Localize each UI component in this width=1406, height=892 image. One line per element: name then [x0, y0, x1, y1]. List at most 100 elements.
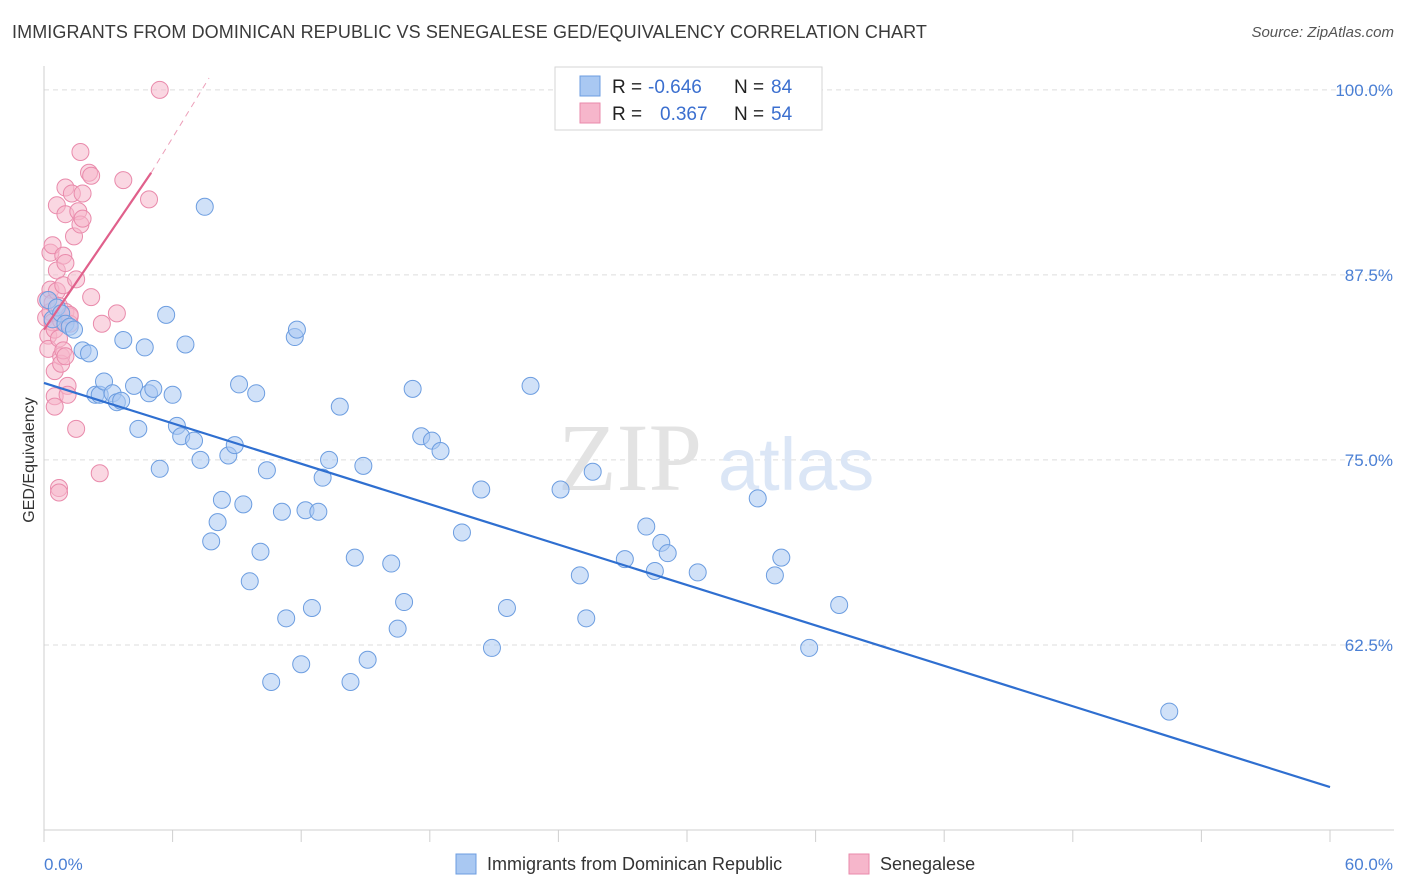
dominican-point — [212, 490, 231, 509]
bottom-legend: Immigrants from Dominican Republic Seneg… — [455, 853, 975, 875]
dominican-point — [748, 489, 767, 508]
trend-lines — [43, 77, 1331, 789]
dominican-point — [257, 461, 276, 480]
dominican-point — [287, 320, 306, 339]
dominican-point — [135, 338, 154, 357]
dominican-point — [309, 502, 328, 521]
legend-r-label-1: R = — [612, 77, 642, 98]
senegalese-point — [82, 166, 101, 185]
dominican-point — [345, 548, 364, 567]
dominican-point — [129, 419, 148, 438]
dominican-point — [272, 502, 291, 521]
bottom-legend-label-pink: Senegalese — [880, 854, 975, 874]
watermark-zip: ZIP — [558, 404, 702, 511]
x-tick-label-start: 0.0% — [44, 855, 83, 874]
watermark-atlas: atlas — [718, 423, 874, 506]
dominican-point — [277, 609, 296, 628]
dominican-point — [354, 456, 373, 475]
dominican-point — [150, 459, 169, 478]
senegalese-point — [50, 483, 69, 502]
dominican-point — [482, 638, 501, 657]
dominican-points — [39, 197, 1179, 721]
dominican-point — [772, 548, 791, 567]
legend-r-label-2: R = — [612, 104, 642, 125]
senegalese-point — [56, 347, 75, 366]
legend-n-label-2: N = — [734, 104, 764, 125]
legend-n-value-1: 84 — [771, 77, 793, 98]
dominican-point — [830, 595, 849, 614]
senegalese-point — [82, 288, 101, 307]
dominican-point — [313, 468, 332, 487]
senegalese-point — [92, 314, 111, 333]
senegalese-point — [140, 190, 159, 209]
legend-n-value-2: 54 — [771, 104, 793, 125]
dominican-point — [330, 397, 349, 416]
dominican-point — [497, 598, 516, 617]
watermark: ZIP atlas — [558, 404, 874, 511]
dominican-point — [262, 672, 281, 691]
dominican-point — [521, 376, 540, 395]
dominican-trend-line — [43, 381, 1331, 789]
senegalese-point — [71, 143, 90, 162]
dominican-point — [157, 305, 176, 324]
senegalese-point — [107, 304, 126, 323]
dominican-point — [144, 379, 163, 398]
dominican-point — [577, 609, 596, 628]
dominican-point — [358, 650, 377, 669]
dominican-point — [395, 593, 414, 612]
dominican-point — [208, 513, 227, 532]
bottom-legend-swatch-blue — [455, 853, 477, 875]
y-tick-label: 87.5% — [1345, 266, 1393, 285]
dominican-point — [765, 566, 784, 585]
dominican-point — [320, 450, 339, 469]
senegalese-trend-line — [43, 172, 153, 331]
x-tick-label-end: 60.0% — [1345, 855, 1393, 874]
dominican-point — [185, 431, 204, 450]
legend-n-label-1: N = — [734, 77, 764, 98]
legend-r-value-2: 0.367 — [660, 104, 708, 125]
senegalese-point — [150, 80, 169, 99]
y-tick-label: 75.0% — [1345, 451, 1393, 470]
dominican-point — [570, 566, 589, 585]
legend-swatch-pink — [579, 102, 601, 124]
dominican-point — [251, 542, 270, 561]
dominican-point — [195, 197, 214, 216]
dominican-point — [191, 450, 210, 469]
dominican-point — [403, 379, 422, 398]
dominican-point — [637, 517, 656, 536]
dominican-point — [382, 554, 401, 573]
senegalese-trend-extension — [150, 77, 210, 174]
senegalese-point — [67, 419, 86, 438]
legend-swatch-blue — [579, 75, 601, 97]
dominican-point — [114, 331, 133, 350]
bottom-legend-label-blue: Immigrants from Dominican Republic — [487, 854, 782, 874]
chart-title: IMMIGRANTS FROM DOMINICAN REPUBLIC VS SE… — [12, 22, 928, 42]
dominican-point — [240, 572, 259, 591]
dominican-point — [230, 375, 249, 394]
chart-source: Source: ZipAtlas.com — [1251, 24, 1394, 41]
senegalese-points — [37, 80, 169, 502]
legend-r-value-1: -0.646 — [648, 77, 702, 98]
grid-layer — [44, 89, 1394, 646]
senegalese-point — [73, 184, 92, 203]
legend-box: R = -0.646 N = 84 R = 0.367 N = 54 — [554, 66, 823, 131]
dominican-point — [583, 462, 602, 481]
dominican-point — [388, 619, 407, 638]
dominican-point — [292, 655, 311, 674]
dominican-point — [163, 385, 182, 404]
dominican-point — [202, 532, 221, 551]
dominican-point — [247, 384, 266, 403]
dominican-point — [688, 563, 707, 582]
dominican-point — [551, 480, 570, 499]
dominican-point — [176, 335, 195, 354]
dominican-point — [431, 442, 450, 461]
senegalese-point — [56, 254, 75, 273]
dominican-point — [80, 344, 99, 363]
senegalese-point — [73, 209, 92, 228]
senegalese-point — [90, 464, 109, 483]
dominican-point — [65, 320, 84, 339]
dominican-point — [341, 672, 360, 691]
dominican-point — [302, 598, 321, 617]
dominican-point — [234, 495, 253, 514]
